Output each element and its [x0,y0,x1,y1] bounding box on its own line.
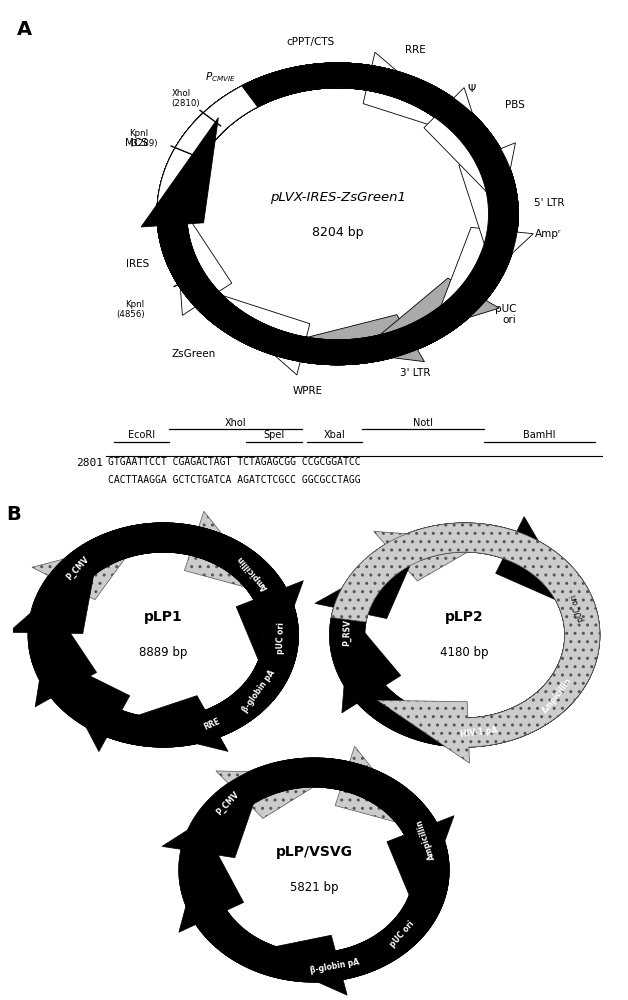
Polygon shape [157,63,518,358]
Polygon shape [28,523,303,747]
Text: A: A [17,20,32,39]
Text: pUC ori: pUC ori [569,593,586,622]
Text: HIV-1 pA: HIV-1 pA [460,725,498,739]
Text: KpnI
(3289): KpnI (3289) [129,129,158,148]
Polygon shape [33,523,298,752]
Text: pLP2: pLP2 [445,610,484,624]
Polygon shape [157,63,518,362]
Polygon shape [157,63,516,365]
Polygon shape [330,517,593,747]
Polygon shape [157,63,518,365]
Polygon shape [179,758,454,982]
Text: RRE: RRE [202,716,222,731]
Text: β-globin intron: β-globin intron [192,842,201,898]
Polygon shape [162,759,449,982]
Text: cPPT/CTS: cPPT/CTS [286,37,335,47]
Text: SpeI: SpeI [263,430,284,440]
Polygon shape [28,511,286,747]
Text: RRE: RRE [405,45,426,55]
Polygon shape [157,63,518,365]
Text: 8889 bp: 8889 bp [139,646,188,659]
Polygon shape [315,524,600,747]
Text: EcoRI: EcoRI [128,430,155,440]
Polygon shape [331,523,600,763]
Text: Ampicillin: Ampicillin [236,553,271,591]
Polygon shape [187,758,449,995]
Polygon shape [157,63,518,375]
Text: BamHI: BamHI [523,430,556,440]
Polygon shape [179,746,436,982]
Text: pUC ori: pUC ori [276,622,286,654]
Text: gag/pol: gag/pol [99,713,129,734]
Text: NotI: NotI [413,418,433,428]
Polygon shape [330,531,600,747]
Text: 5' LTR: 5' LTR [534,198,565,208]
Polygon shape [28,540,298,747]
Text: 2801: 2801 [76,458,103,468]
Text: β-globin intron: β-globin intron [41,607,50,663]
Text: VSV-G: VSV-G [233,938,257,959]
Polygon shape [157,63,533,365]
Text: $\mathit{P}_{\mathit{CMVIE}}$: $\mathit{P}_{\mathit{CMVIE}}$ [205,70,236,84]
Text: β-globin pA: β-globin pA [241,669,277,714]
Text: P_CMV: P_CMV [64,555,90,582]
Text: B: B [6,505,21,524]
Polygon shape [179,758,449,982]
Polygon shape [157,52,518,365]
Text: XhoI: XhoI [225,418,246,428]
Text: WPRE: WPRE [293,386,323,396]
Text: Ampʳ: Ampʳ [534,229,561,239]
Polygon shape [28,523,298,751]
Text: MCS: MCS [126,138,148,148]
Text: pLVX-IRES-ZsGreen1: pLVX-IRES-ZsGreen1 [269,191,406,204]
Text: Ampicillin: Ampicillin [541,676,574,715]
Text: pLP1: pLP1 [144,610,183,624]
Polygon shape [157,63,518,365]
Text: 4180 bp: 4180 bp [440,646,489,659]
Text: GTGAATTCCT CGAGACTAGT TCTAGAGCGG CCGCGGATCC: GTGAATTCCT CGAGACTAGT TCTAGAGCGG CCGCGGA… [108,457,361,467]
Text: Ψ: Ψ [468,84,476,94]
Polygon shape [141,63,518,365]
Polygon shape [35,523,298,747]
Text: 5821 bp: 5821 bp [290,881,338,894]
Text: 3' LTR: 3' LTR [400,368,431,378]
Text: β-globin pA: β-globin pA [309,957,360,975]
Polygon shape [9,523,298,747]
Text: 8204 bp: 8204 bp [312,226,364,239]
Text: P_RSV: P_RSV [342,619,352,646]
Text: IRES: IRES [126,259,149,269]
Text: Ampicillin: Ampicillin [414,817,436,861]
Polygon shape [179,771,449,982]
Text: KpnI
(4856): KpnI (4856) [116,300,144,319]
Text: XbaI: XbaI [324,430,346,440]
Text: pUC ori: pUC ori [388,920,416,949]
Polygon shape [342,523,600,747]
Polygon shape [157,63,518,365]
Text: pLP/VSVG: pLP/VSVG [276,845,352,859]
Polygon shape [157,63,511,365]
Text: pUC
ori: pUC ori [495,304,516,325]
Text: CACTTAAGGA GCTCTGATCA AGATCTCGCC GGCGCCTAGG: CACTTAAGGA GCTCTGATCA AGATCTCGCC GGCGCCT… [108,475,361,485]
Text: XhoI
(2810): XhoI (2810) [171,89,200,108]
Text: Rev: Rev [378,699,394,716]
Text: P_CMV: P_CMV [215,790,241,817]
Polygon shape [173,63,518,365]
Text: ZsGreen: ZsGreen [171,349,216,359]
Text: PBS: PBS [505,100,525,110]
